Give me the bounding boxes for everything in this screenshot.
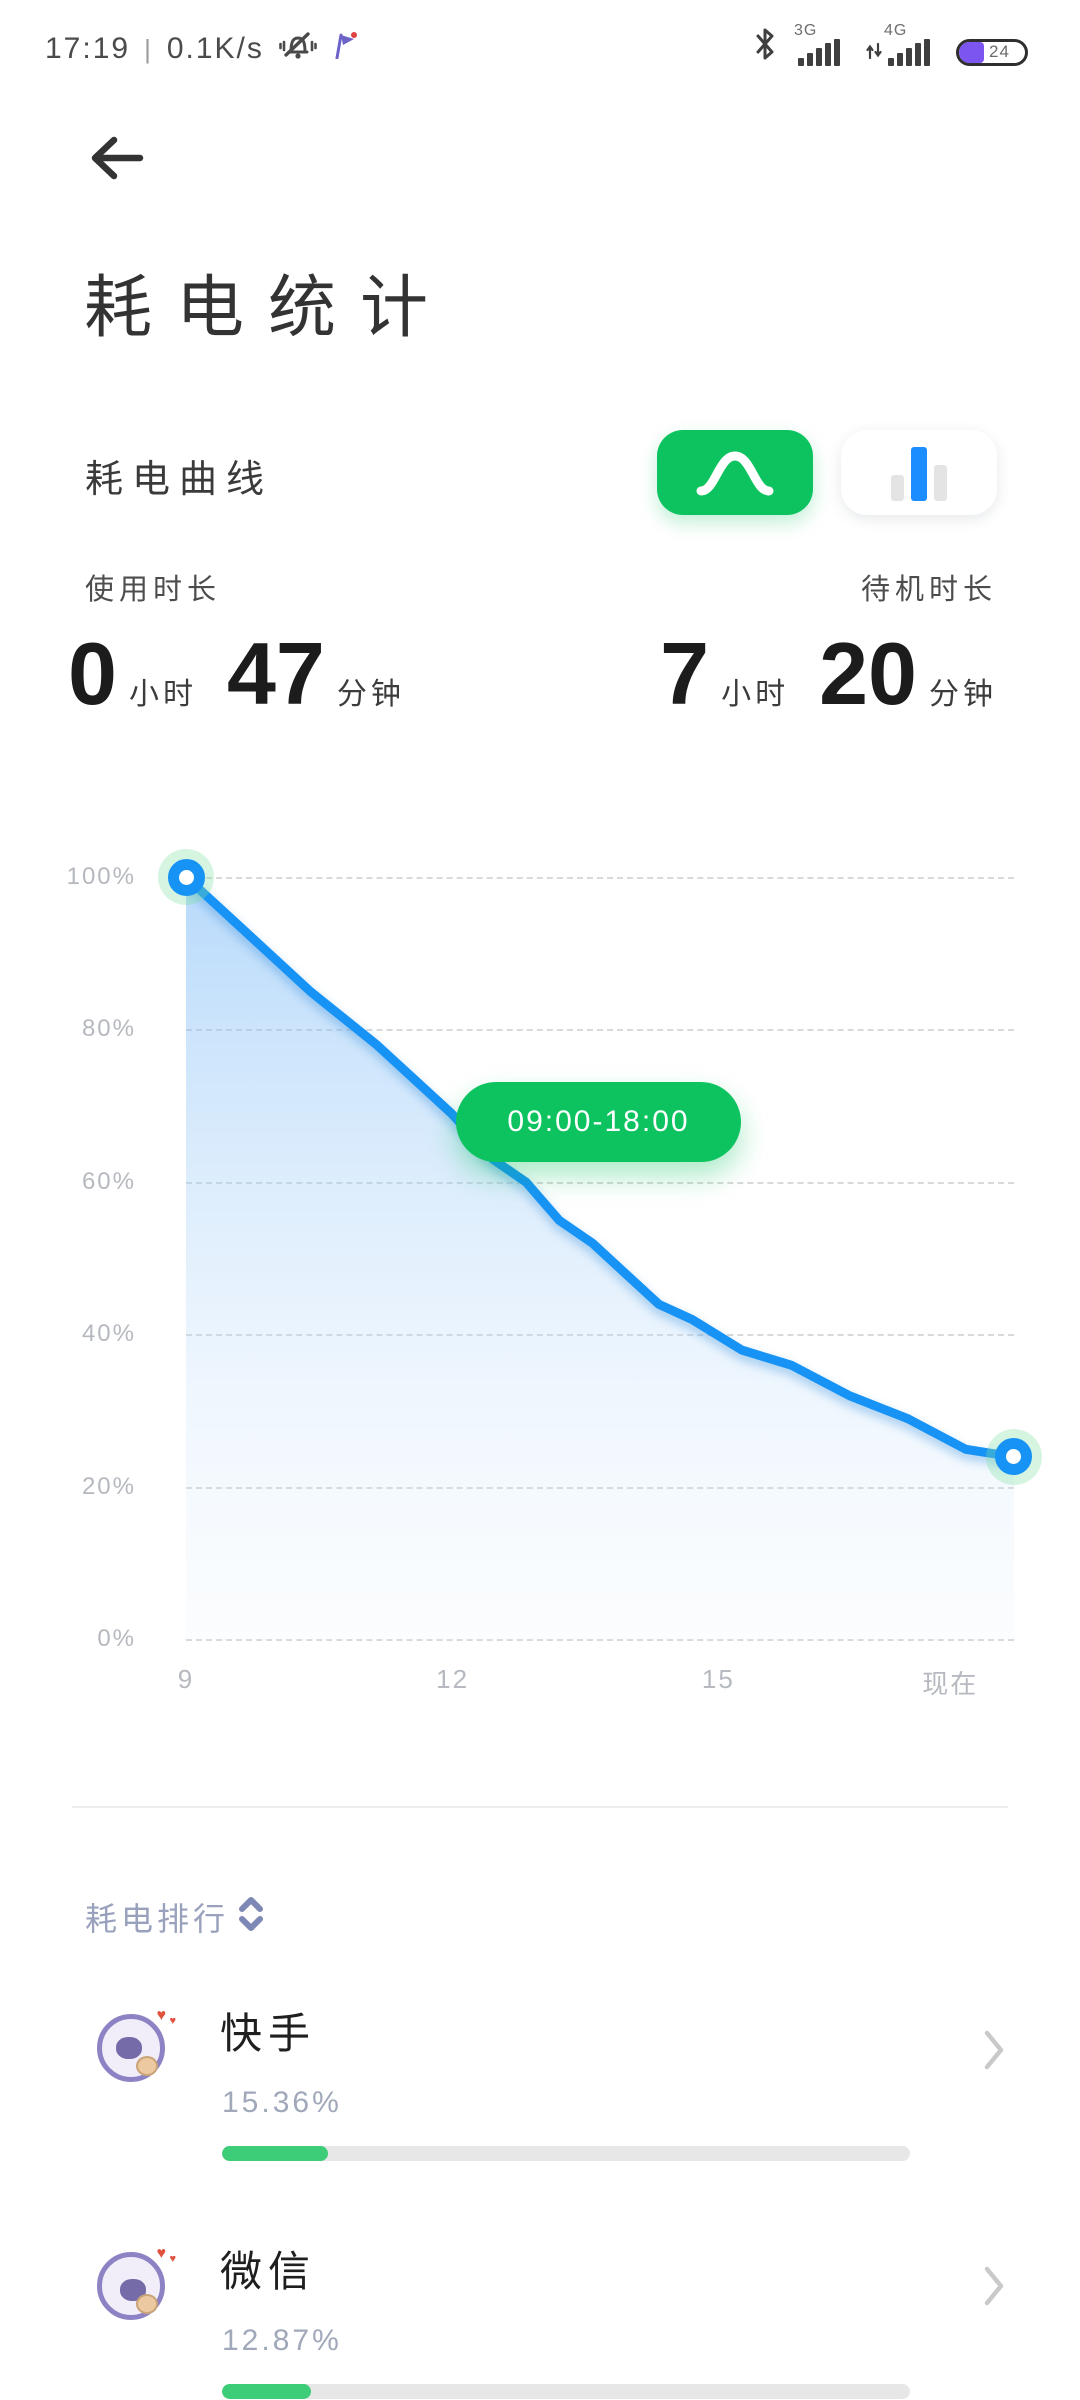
app-usage-bar-fill bbox=[222, 2146, 328, 2161]
chevron-right-icon bbox=[982, 2028, 1006, 2077]
kuaishou-app-icon: ♥ ♥ bbox=[97, 2007, 176, 2082]
back-arrow-icon bbox=[91, 136, 144, 180]
usage-hours: 0 bbox=[68, 624, 117, 723]
y-tick-20: 20% bbox=[81, 1473, 136, 1500]
standby-hours-unit: 小时 bbox=[721, 678, 790, 711]
bluetooth-icon bbox=[754, 27, 778, 66]
status-bar: 17:19 | 0.1K/s bbox=[0, 0, 1080, 70]
section-divider bbox=[72, 1806, 1008, 1808]
app-battery-percent: 15.36% bbox=[222, 2086, 342, 2119]
rank-header[interactable]: 耗电排行 bbox=[85, 1901, 230, 1937]
usage-stats-row: 0 小时 47 分钟 7 小时 20 分钟 bbox=[0, 630, 1080, 730]
app-usage-bar-fill bbox=[222, 2384, 311, 2399]
x-tick-15: 15 bbox=[701, 1664, 735, 1694]
app-usage-bar bbox=[222, 2384, 910, 2399]
data-activity-arrows-icon bbox=[866, 42, 882, 65]
usage-time-value: 0 小时 47 分钟 bbox=[68, 630, 405, 718]
heart-icon: ♥ bbox=[156, 2245, 167, 2262]
y-tick-100: 100% bbox=[66, 863, 136, 890]
standby-time-label: 待机时长 bbox=[860, 574, 997, 606]
signal-3g-icon: 3G bbox=[794, 22, 850, 66]
standby-hours: 7 bbox=[660, 624, 710, 723]
app-name: 微信 bbox=[220, 2248, 317, 2295]
standby-minutes: 20 bbox=[819, 624, 917, 723]
app-row[interactable]: ♥ ♥ 快手 15.36% bbox=[0, 2000, 1080, 2220]
curve-view-toggle-button[interactable] bbox=[657, 430, 813, 515]
chevron-right-icon bbox=[982, 2264, 1006, 2313]
x-tick-12: 12 bbox=[436, 1664, 470, 1694]
wechat-app-icon: ♥ ♥ bbox=[97, 2245, 176, 2320]
heart-icon: ♥ bbox=[169, 2253, 176, 2265]
app-row[interactable]: ♥ ♥ 微信 12.87% bbox=[0, 2238, 1080, 2400]
sim1-type-label: 3G bbox=[794, 22, 818, 39]
time-range-tooltip: 09:00-18:00 bbox=[456, 1082, 741, 1162]
start-point-marker bbox=[167, 858, 205, 896]
bar-chart-toggle-icon bbox=[891, 475, 904, 501]
gridline-0 bbox=[186, 1639, 1014, 1641]
status-bar-right: 3G 4G 24 bbox=[754, 22, 1028, 66]
back-button[interactable] bbox=[86, 134, 146, 182]
x-tick-now: 现在 bbox=[922, 1669, 979, 1699]
gridline-80 bbox=[186, 1029, 1014, 1031]
status-bar-left: 17:19 | 0.1K/s bbox=[45, 28, 358, 70]
standby-time-value: 7 小时 20 分钟 bbox=[660, 630, 997, 718]
gridline-60 bbox=[186, 1182, 1014, 1184]
battery-curve-plot bbox=[181, 872, 1019, 1640]
battery-icon: 24 bbox=[956, 39, 1028, 66]
y-tick-80: 80% bbox=[81, 1015, 136, 1042]
clock: 17:19 bbox=[45, 32, 131, 65]
gridline-100 bbox=[186, 877, 1014, 879]
app-battery-percent: 12.87% bbox=[222, 2324, 342, 2357]
mute-bell-icon bbox=[278, 28, 318, 70]
curve-toggle-icon bbox=[696, 450, 774, 495]
sim2-type-label: 4G bbox=[884, 22, 908, 39]
usage-minutes: 47 bbox=[226, 624, 325, 723]
signal-4g-icon: 4G bbox=[866, 22, 940, 66]
app-usage-bar bbox=[222, 2146, 910, 2161]
battery-fill bbox=[959, 42, 985, 63]
y-tick-60: 60% bbox=[81, 1168, 136, 1195]
usage-time-label: 使用时长 bbox=[85, 574, 222, 606]
usage-minutes-unit: 分钟 bbox=[336, 678, 405, 711]
page-title: 耗电统计 bbox=[84, 270, 453, 346]
curve-section-label: 耗电曲线 bbox=[85, 459, 274, 501]
battery-line bbox=[181, 872, 1019, 1462]
bar-view-toggle-button[interactable] bbox=[841, 430, 997, 515]
x-tick-9: 9 bbox=[177, 1664, 195, 1694]
network-speed: 0.1K/s bbox=[166, 32, 264, 65]
usage-hours-unit: 小时 bbox=[128, 678, 197, 711]
end-point-marker bbox=[995, 1438, 1033, 1476]
heart-icon: ♥ bbox=[156, 2007, 167, 2024]
app-name: 快手 bbox=[220, 2010, 317, 2057]
sort-updown-icon[interactable] bbox=[238, 1896, 264, 1937]
flag-icon bbox=[332, 31, 358, 67]
y-tick-40: 40% bbox=[81, 1320, 136, 1347]
heart-icon: ♥ bbox=[169, 2015, 176, 2027]
standby-minutes-unit: 分钟 bbox=[929, 678, 997, 711]
battery-area-fill bbox=[186, 877, 1014, 1640]
y-tick-0: 0% bbox=[97, 1625, 136, 1652]
status-separator: | bbox=[144, 33, 153, 64]
battery-percent: 24 bbox=[989, 42, 1010, 61]
